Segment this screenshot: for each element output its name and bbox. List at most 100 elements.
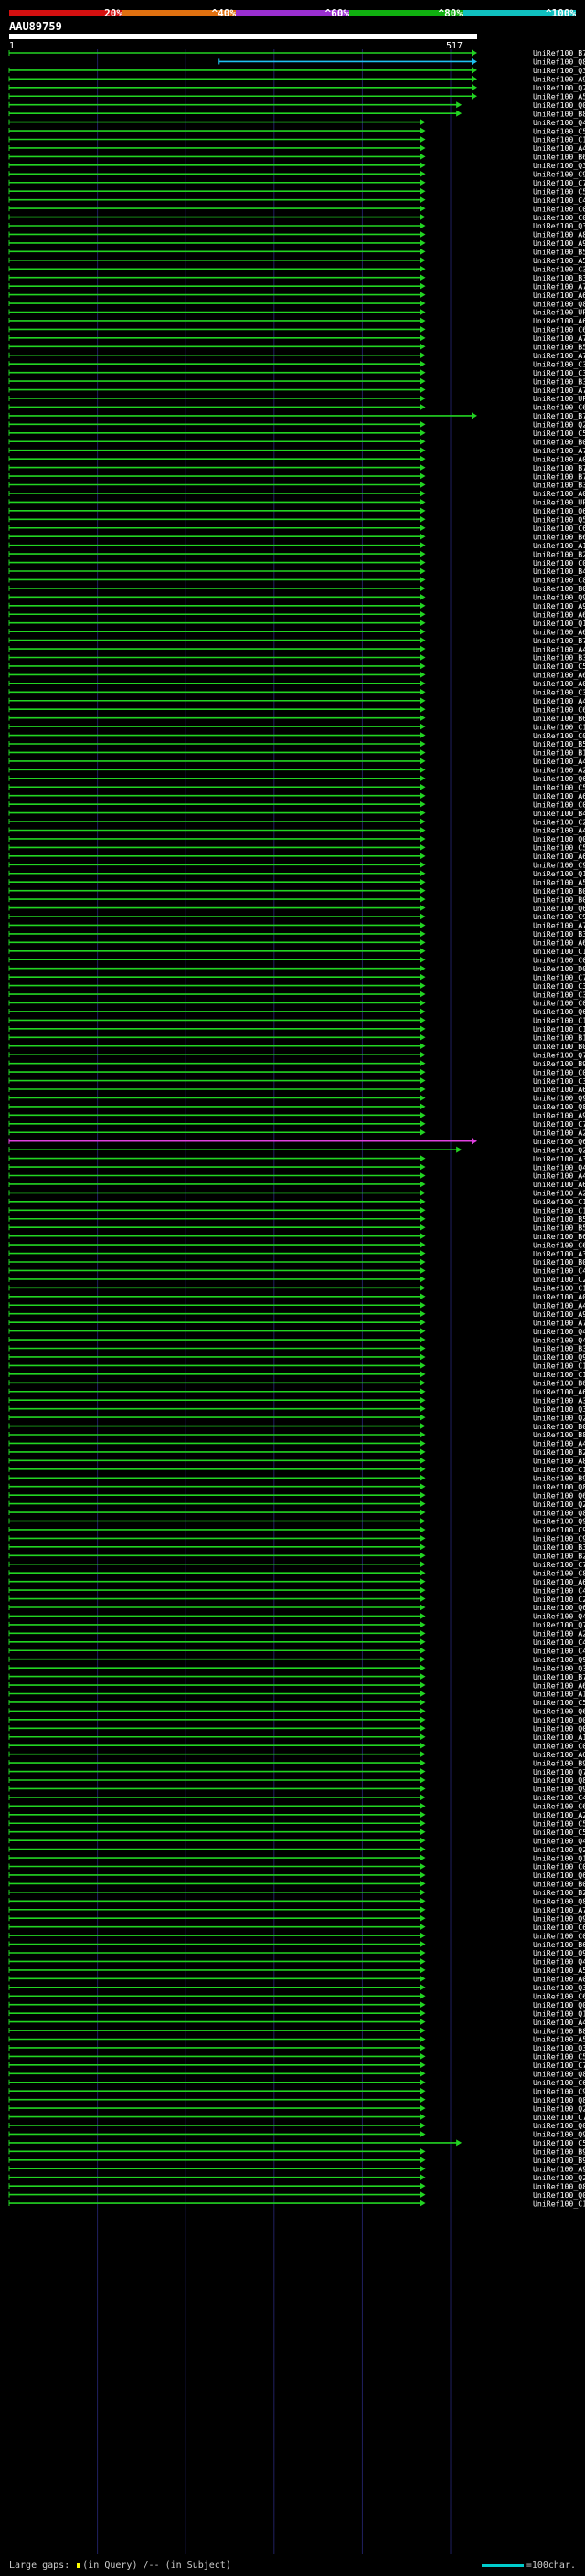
- hit-row[interactable]: UniRef100_A5FR76: [8, 91, 585, 101]
- hit-row[interactable]: UniRef100_B5I0W0: [8, 1223, 585, 1232]
- hit-row[interactable]: UniRef100_C0BN40: [8, 1931, 585, 1940]
- hit-row[interactable]: UniRef100_B3EC06: [8, 653, 585, 663]
- hit-label[interactable]: UniRef100_Q3B3L7: [533, 161, 585, 170]
- hit-label[interactable]: UniRef100_Q9M4S1: [533, 1948, 585, 1957]
- hit-row[interactable]: UniRef100_B7Q9Z6: [8, 48, 585, 58]
- hit-row[interactable]: UniRef100_B6A7C5: [8, 1940, 585, 1949]
- hit-row[interactable]: UniRef100_A0ZSR0: [8, 1292, 585, 1301]
- hit-row[interactable]: UniRef100_C8UW47: [8, 1568, 585, 1577]
- hit-row[interactable]: UniRef100_B6GAF9: [8, 153, 585, 162]
- hit-row[interactable]: UniRef100_C8PR42: [8, 576, 585, 585]
- hit-row[interactable]: UniRef100_C1ZVU4: [8, 722, 585, 731]
- hit-label[interactable]: UniRef100_B0S0X5: [533, 1257, 585, 1267]
- hit-row[interactable]: UniRef100_C1TC38: [8, 1016, 585, 1025]
- hit-label[interactable]: UniRef100_C0C175: [533, 731, 585, 740]
- hit-label[interactable]: UniRef100_B0NSQ0: [533, 437, 585, 446]
- hit-row[interactable]: UniRef100_Q6VCQ2: [8, 1603, 585, 1612]
- hit-row[interactable]: UniRef100_C4QBH7: [8, 196, 585, 205]
- hit-row[interactable]: UniRef100_A9KSE9: [8, 239, 585, 248]
- hit-row[interactable]: UniRef100_B3Q9P7: [8, 929, 585, 938]
- hit-label[interactable]: UniRef100_A5N277: [533, 256, 585, 265]
- hit-row[interactable]: UniRef100_A3JPR6: [8, 1154, 585, 1163]
- hit-label[interactable]: UniRef100_A4SE64: [533, 143, 585, 153]
- hit-row[interactable]: UniRef100_B0EEE8: [8, 886, 585, 896]
- hit-label[interactable]: UniRef100_A4HJH5: [533, 1439, 585, 1448]
- hit-label[interactable]: UniRef100_Q8RHU2: [533, 1102, 585, 1111]
- hit-row[interactable]: UniRef100_Q8PY28: [8, 1897, 585, 1906]
- hit-label[interactable]: UniRef100_A5CYN2: [533, 2035, 585, 2044]
- hit-label[interactable]: UniRef100_Q3JIS2: [533, 1405, 585, 1414]
- hit-label[interactable]: UniRef100_B8CYZ1: [533, 1430, 585, 1439]
- hit-row[interactable]: UniRef100_C1I4B3: [8, 1024, 585, 1034]
- hit-label[interactable]: UniRef100_C8PR42: [533, 576, 585, 585]
- hit-label[interactable]: UniRef100_C4ADF0: [533, 1638, 585, 1647]
- hit-row[interactable]: UniRef100_C6Q460: [8, 1991, 585, 2000]
- hit-label[interactable]: UniRef100_A5CBI3: [533, 877, 585, 886]
- hit-row[interactable]: UniRef100_Q1JY39: [8, 869, 585, 878]
- hit-label[interactable]: UniRef100_Q94GX6: [533, 2130, 585, 2139]
- hit-label[interactable]: UniRef100_Q63HW7: [533, 774, 585, 783]
- hit-label[interactable]: UniRef100_C5FSM7: [533, 2052, 585, 2062]
- hit-row[interactable]: UniRef100_Q06572: [8, 2000, 585, 2009]
- hit-row[interactable]: UniRef100_B5JH58: [8, 739, 585, 748]
- hit-row[interactable]: UniRef100_C5VQL9: [8, 782, 585, 791]
- hit-label[interactable]: UniRef100_A1ZEZ2: [533, 541, 585, 550]
- hit-row[interactable]: UniRef100_C0Q922: [8, 558, 585, 567]
- hit-row[interactable]: UniRef100_C5VHL3: [8, 1828, 585, 1837]
- hit-label[interactable]: UniRef100_C4QBH7: [533, 196, 585, 205]
- hit-label[interactable]: UniRef100_Q79N93: [533, 1050, 585, 1059]
- hit-row[interactable]: UniRef100_A6EFA6: [8, 1750, 585, 1759]
- hit-row[interactable]: UniRef100_C7HW54: [8, 2113, 585, 2122]
- hit-label[interactable]: UniRef100_C7IS16: [533, 972, 585, 981]
- hit-row[interactable]: UniRef100_B9A710: [8, 2156, 585, 2165]
- hit-row[interactable]: UniRef100_A0PFY4: [8, 454, 585, 463]
- hit-label[interactable]: UniRef100_Q9AT66: [533, 1655, 585, 1664]
- hit-label[interactable]: UniRef100_A3I003: [533, 1395, 585, 1405]
- hit-row[interactable]: UniRef100_Q3B3L7: [8, 161, 585, 170]
- hit-label[interactable]: UniRef100_B3VY14: [533, 1542, 585, 1552]
- hit-row[interactable]: UniRef100_A7P858: [8, 1905, 585, 1914]
- hit-row[interactable]: UniRef100_Q4PT57: [8, 118, 585, 127]
- hit-label[interactable]: UniRef100_C9ZNU7: [533, 1525, 585, 1534]
- hit-row[interactable]: UniRef100_A7UY82: [8, 446, 585, 455]
- hit-label[interactable]: UniRef100_C9PDM0: [533, 2086, 585, 2095]
- hit-label[interactable]: UniRef100_C4PIG1: [533, 1793, 585, 1802]
- hit-label[interactable]: UniRef100_A4RQL7: [533, 1300, 585, 1309]
- hit-label[interactable]: UniRef100_Q4QGQ5: [533, 1335, 585, 1344]
- hit-row[interactable]: UniRef100_C1EHS0: [8, 1370, 585, 1379]
- hit-label[interactable]: UniRef100_Q1UZ93: [533, 1853, 585, 1862]
- hit-row[interactable]: UniRef100_A0ORC3: [8, 1975, 585, 1984]
- hit-row[interactable]: UniRef100_A4HJH5: [8, 1439, 585, 1448]
- hit-label[interactable]: UniRef100_Q2RIS7: [533, 420, 585, 429]
- hit-label[interactable]: UniRef100_C1TC38: [533, 1016, 585, 1025]
- hit-label[interactable]: UniRef100_B9FHF4: [533, 1059, 585, 1068]
- hit-row[interactable]: UniRef100_C6C4F5: [8, 325, 585, 334]
- hit-row[interactable]: UniRef100_Q04QR6: [8, 1724, 585, 1733]
- hit-label[interactable]: UniRef100_D0BU70: [533, 964, 585, 973]
- hit-row[interactable]: UniRef100_Q4DKH4: [8, 1327, 585, 1336]
- hit-row[interactable]: UniRef100_Q3K095: [8, 1983, 585, 1992]
- hit-label[interactable]: UniRef100_B8BKG0: [533, 109, 585, 118]
- hit-row[interactable]: UniRef100_A9CTW7: [8, 75, 585, 84]
- hit-label[interactable]: UniRef100_Q0SAY0: [533, 2121, 585, 2130]
- hit-row[interactable]: UniRef100_Q3AS15: [8, 1663, 585, 1672]
- hit-row[interactable]: UniRef100_C9PJ15: [8, 861, 585, 870]
- hit-label[interactable]: UniRef100_A9CTW7: [533, 75, 585, 84]
- hit-label[interactable]: UniRef100_A4NPF7: [533, 696, 585, 705]
- hit-label[interactable]: UniRef100_A9XSK0: [533, 2164, 585, 2173]
- hit-row[interactable]: UniRef100_Q9I128: [8, 1094, 585, 1103]
- hit-label[interactable]: UniRef100_B9M4Q5: [533, 1473, 585, 1482]
- hit-label[interactable]: UniRef100_Q9RLP8: [533, 1913, 585, 1923]
- hit-label[interactable]: UniRef100_C5EJU3: [533, 186, 585, 196]
- hit-label[interactable]: UniRef100_Q9RRD9: [533, 1352, 585, 1362]
- hit-label[interactable]: UniRef100_A0JRV0: [533, 679, 585, 688]
- hit-label[interactable]: UniRef100_C6VW74: [533, 1802, 585, 1811]
- hit-row[interactable]: UniRef100_A6T3S0: [8, 1085, 585, 1094]
- hit-row[interactable]: UniRef100_A6FJA6: [8, 1680, 585, 1690]
- hit-row[interactable]: UniRef100_Q46RE1: [8, 1162, 585, 1171]
- hit-row[interactable]: UniRef100_C4EQ46: [8, 1585, 585, 1595]
- hit-label[interactable]: UniRef100_C1MMB6: [533, 1284, 585, 1293]
- hit-label[interactable]: UniRef100_C0YJW4: [533, 1741, 585, 1750]
- hit-label[interactable]: UniRef100_Q6MVJ3: [533, 1707, 585, 1716]
- hit-row[interactable]: UniRef100_C5BX07: [8, 662, 585, 671]
